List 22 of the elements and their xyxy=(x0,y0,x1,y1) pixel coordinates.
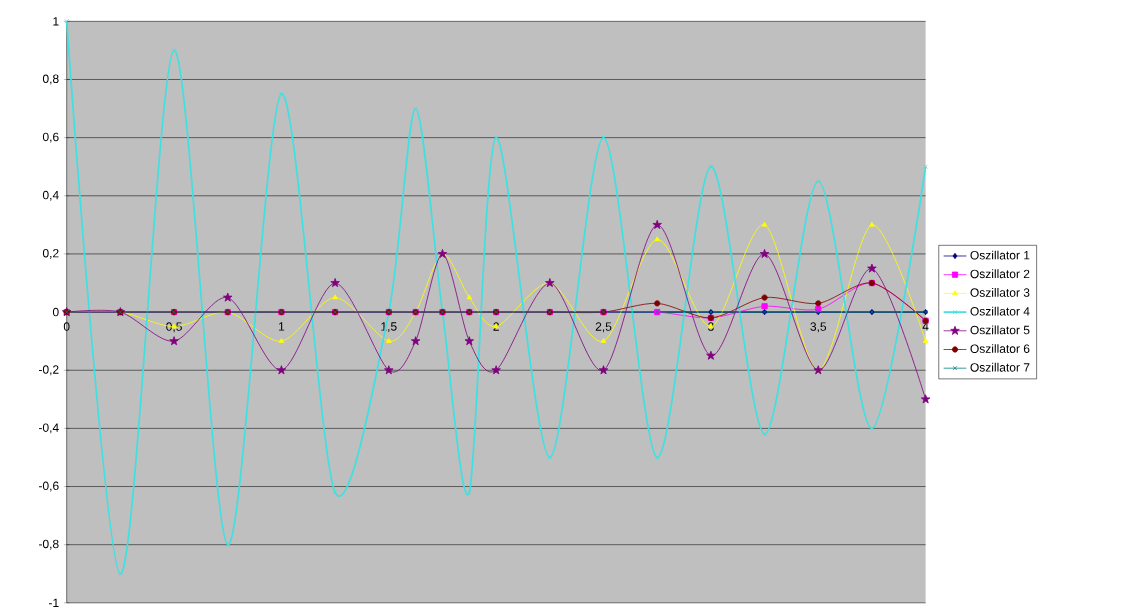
y-tick-label: 0,2 xyxy=(42,249,59,259)
y-tick-label: -0,8 xyxy=(39,539,59,550)
legend-label: Oszillator 7 xyxy=(970,362,1030,372)
legend-label: Oszillator 1 xyxy=(970,250,1030,260)
y-tick-label: -0,4 xyxy=(39,423,59,434)
legend-label: Oszillator 4 xyxy=(970,306,1030,316)
y-tick-label: -1 xyxy=(49,598,59,608)
legend-label: Oszillator 5 xyxy=(970,325,1030,335)
legend-label: Oszillator 3 xyxy=(970,288,1030,297)
y-tick-label: -0,2 xyxy=(39,365,59,376)
legend-label: Oszillator 6 xyxy=(970,344,1030,354)
x-tick-label: 3,5 xyxy=(810,322,827,333)
y-tick-label: 0,6 xyxy=(42,132,59,143)
x-tick-label: 1 xyxy=(279,322,285,331)
legend-label: Oszillator 2 xyxy=(970,269,1030,279)
y-tick-label: -0,6 xyxy=(39,481,59,492)
x-tick-label: 0 xyxy=(63,322,70,331)
y-tick-label: 0,8 xyxy=(42,74,59,85)
y-tick-label: 1 xyxy=(53,17,59,26)
y-tick-label: 0,4 xyxy=(42,190,59,201)
x-tick-label: 2,5 xyxy=(595,322,612,333)
y-tick-label: 0 xyxy=(52,307,59,317)
